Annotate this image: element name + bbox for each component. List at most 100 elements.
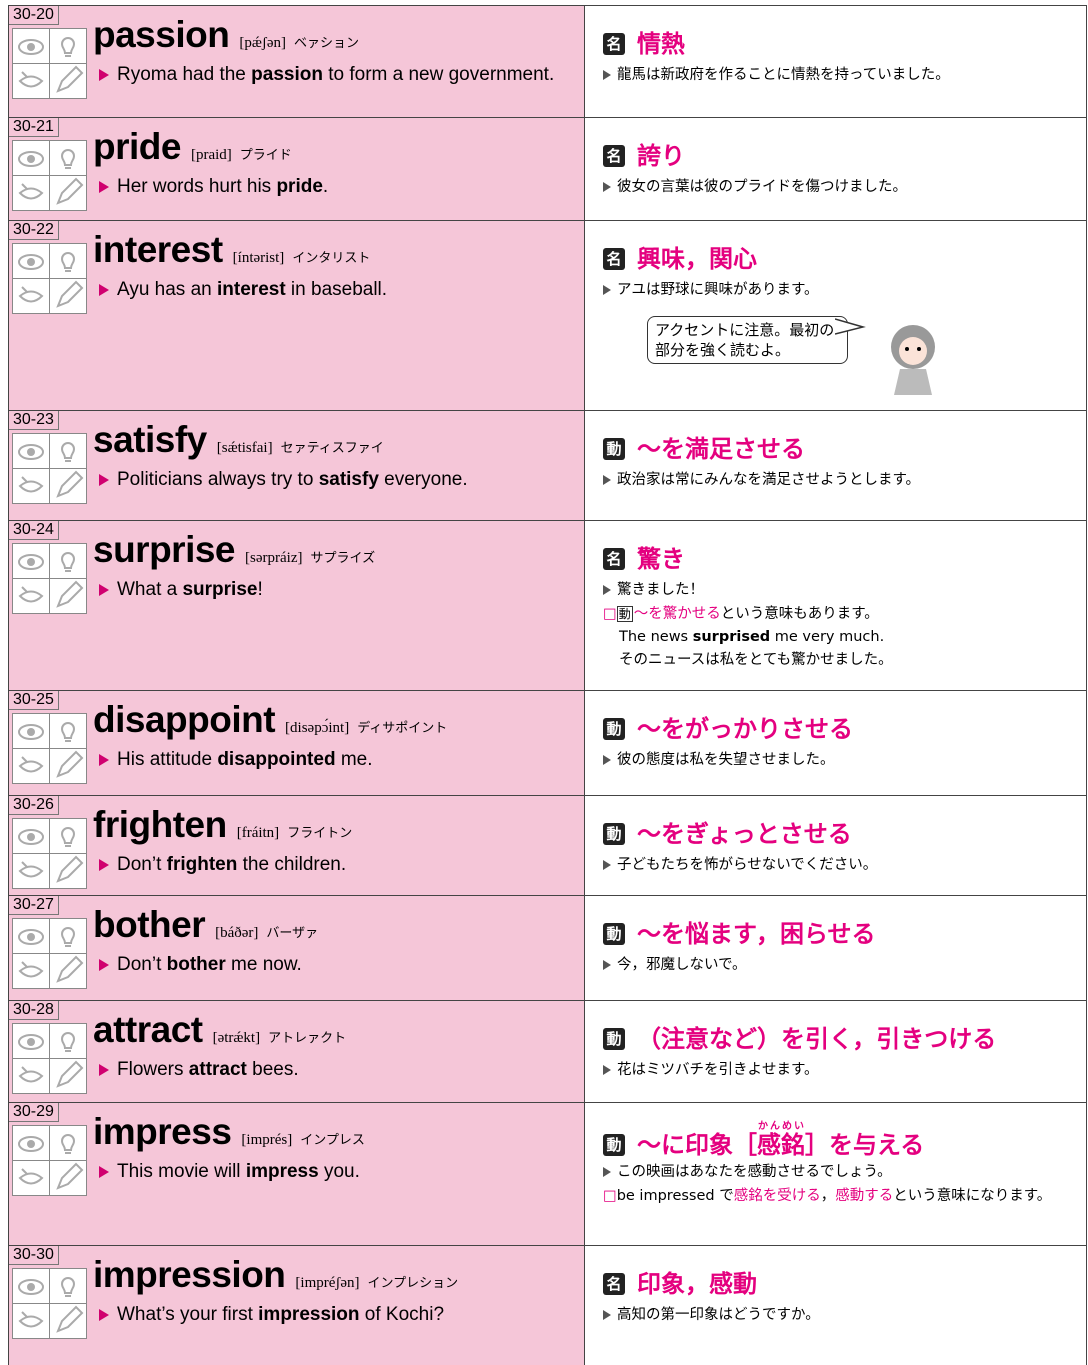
note-line: The news surprised me very much. [603,626,1083,649]
example-sentence: His attitude disappointed me. [97,747,587,773]
entry-right: 動 ～を悩ます，困らせる 今，邪魔しないで。 [585,896,1086,1000]
study-icons [12,543,87,614]
katakana: インプレション [367,1276,459,1291]
entry-left: 30-22 interest [íntərist] インタリスト Ayu has an … [9,221,585,410]
translation: 高知の第一印象はどうですか。 [603,1304,1087,1326]
meaning-part: ～をぎょっとさせる [637,820,852,848]
example-sentence: Don’t frighten the children. [97,852,587,878]
pronunciation: [pǽʃən] [239,35,286,51]
headword-line: impress [imprés] インプレス [93,1111,365,1153]
meaning-line: 名誇り [603,136,685,171]
example-part: surprise [182,579,258,600]
note-line: そのニュースは私をとても驚かせました。 [603,649,1083,672]
note-part: be impressed で [616,1188,734,1204]
icons [12,818,88,894]
study-icons [12,140,87,211]
entry-id: 30-26 [9,796,59,815]
translation: 政治家は常にみんなを満足させようとします。 [603,469,1087,491]
entry-right: 動 ～をがっかりさせる 彼の態度は私を失望させました。 [585,691,1086,795]
headword: impress [93,1111,232,1152]
study-icons [12,28,87,99]
katakana: セァティスファイ [280,441,384,456]
note-part: ， [820,1188,836,1204]
katakana: ディサポイント [357,721,448,736]
note-part: そのニュースは私をとても驚かせました。 [619,652,893,668]
example-part: pride [276,176,323,197]
example-part: everyone. [378,469,468,490]
entry-id: 30-24 [9,521,59,540]
pronunciation: [sǽtisfai] [216,440,273,456]
note-part: □ [603,1188,617,1204]
ruby-text: かんめい [757,1121,805,1132]
example-part: me now. [225,954,302,975]
headword-line: impression [impréʃən] インプレション [93,1254,458,1296]
example-part: attract [188,1059,247,1080]
meaning-line: 名印象，感動 [603,1264,757,1299]
entry-right: 名興味，関心 アユは野球に興味があります。 アクセントに注意。最初の部分を強く読むよ… [585,221,1086,410]
headword: impression [93,1254,286,1295]
example-part: Don’t [117,954,167,975]
headword: satisfy [93,419,207,460]
meaning-line: 名情熱 [603,24,685,59]
entry-left: 30-29 impress [imprés] インプレス This movie will… [9,1103,585,1245]
entry-row: 30-27 bother [báðər] バーザァ Don’t bother me no… [9,895,1086,1000]
example-sentence: Flowers attract bees. [97,1057,587,1083]
entry-left: 30-23 satisfy [sǽtisfai] セァティスファイ Politician… [9,411,585,520]
entry-row: 30-30 impression [impréʃən] インプレション What’s y… [9,1245,1086,1365]
study-icons [12,713,87,784]
entry-left: 30-26 frighten [fráitn] フライトン Don’t frighten… [9,796,585,895]
example-sentence: This movie will impress you. [97,1159,587,1185]
character-illustration [835,318,935,395]
part-of-speech: 動 [603,923,625,945]
headword: surprise [93,529,236,570]
example-part: . [322,176,329,197]
meaning-line: 動 （注意など）を引く，引きつける [603,1019,996,1054]
part-of-speech: 名 [603,145,625,167]
example-part: What’s your first [117,1304,259,1325]
meaning-part: 驚き [637,545,685,573]
katakana: サプライズ [310,551,376,566]
headword: attract [93,1009,203,1050]
entry-id: 30-30 [9,1246,59,1265]
entry-left: 30-25 disappoint [disəpɔ́int] ディサポイント His at… [9,691,585,795]
entry-id: 30-29 [9,1103,59,1122]
example-part: me. [335,749,373,770]
headword: interest [93,229,223,270]
example-sentence: What a surprise! [97,577,587,603]
translation: 彼の態度は私を失望させました。 [603,749,1087,771]
katakana: インタリスト [292,251,371,266]
entry-right: 名情熱 龍馬は新政府を作ることに情熱を持っていました。 [585,6,1086,117]
entry-left: 30-27 bother [báðər] バーザァ Don’t bother me no… [9,896,585,1000]
headword: frighten [93,804,227,845]
part-of-speech: 動 [603,1134,625,1156]
meaning-part: 印象，感動 [637,1270,757,1298]
example-part: frighten [166,854,238,875]
entry-id: 30-27 [9,896,59,915]
translation: この映画はあなたを感動させるでしょう。 [603,1161,1087,1183]
example-part: disappointed [217,749,336,770]
entry-row: 30-29 impress [imprés] インプレス This movie will… [9,1102,1086,1245]
icons [12,1268,88,1344]
entry-right: 名誇り 彼女の言葉は彼のプライドを傷つけました。 [585,118,1086,220]
katakana: フライトン [287,826,353,841]
headword-line: disappoint [disəpɔ́int] ディサポイント [93,699,447,741]
headword-line: satisfy [sǽtisfai] セァティスファイ [93,419,384,461]
pronunciation: [íntərist] [232,250,285,266]
entry-left: 30-20 passion [pǽʃən] ベァション Ryoma had the pa… [9,6,585,117]
example-part: Her words hurt his [117,176,277,197]
entry-left: 30-21 pride [praid] プライド Her words hurt his … [9,118,585,220]
note-part: 感銘を受ける [733,1188,821,1204]
example-part: interest [217,279,286,300]
example-part: in baseball. [285,279,388,300]
part-of-speech: 動 [603,438,625,460]
meaning-line: 動 ～を満足させる [603,429,805,464]
translation: 花はミツバチを引きよせます。 [603,1059,1087,1081]
entry-right: 動～に印象［感銘かんめい］を与える この映画はあなたを感動させるでしょう。 □be … [585,1103,1086,1245]
icons [12,28,88,104]
meaning-part: ～を満足させる [637,435,805,463]
entry-id: 30-23 [9,411,59,430]
pronunciation: [fráitn] [236,825,280,841]
meaning-part: ］を与える [805,1131,925,1159]
entry-id: 30-28 [9,1001,59,1020]
note-part: □ [603,606,617,622]
